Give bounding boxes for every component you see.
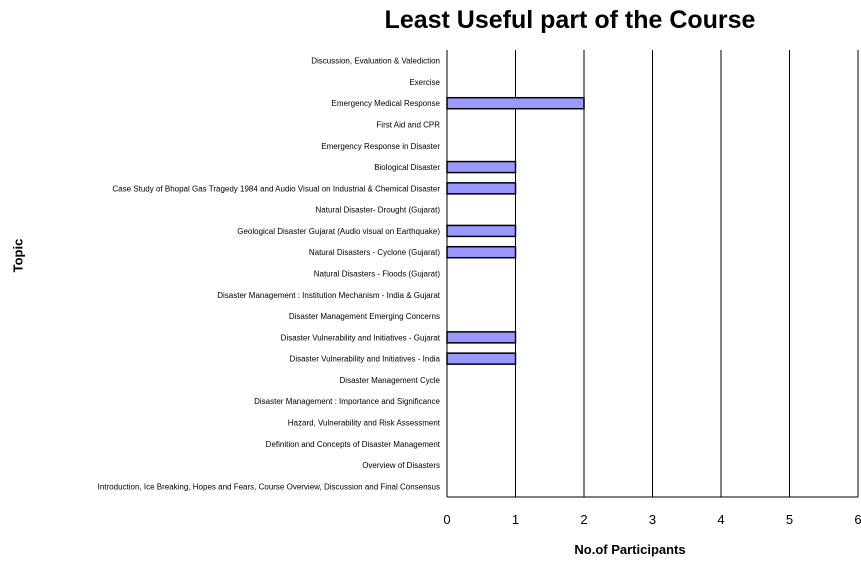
x-tick-label: 0	[443, 512, 450, 527]
category-label: Emergency Response in Disaster	[321, 142, 440, 151]
category-label: Disaster Vulnerability and Initiatives -…	[290, 355, 441, 364]
category-label: Disaster Management Emerging Concerns	[289, 312, 440, 321]
category-label: Overview of Disasters	[362, 461, 440, 470]
category-label: Disaster Management Cycle	[340, 376, 441, 385]
category-label: Hazard, Vulnerability and Risk Assessmen…	[288, 419, 441, 428]
x-tick-label: 2	[580, 512, 587, 527]
bar	[446, 352, 517, 365]
category-label: Natural Disasters - Floods (Gujarat)	[314, 270, 441, 279]
category-label: Disaster Management : Institution Mechan…	[217, 291, 441, 300]
category-label: Definition and Concepts of Disaster Mana…	[266, 440, 441, 449]
bar	[446, 182, 517, 195]
bar	[446, 96, 585, 110]
chart-title: Least Useful part of the Course	[384, 6, 756, 34]
category-label: Biological Disaster	[374, 163, 440, 172]
category-label: Disaster Management : Importance and Sig…	[254, 397, 440, 406]
category-label: Disaster Vulnerability and Initiatives -…	[281, 333, 441, 342]
category-label: Geological Disaster Gujarat (Audio visua…	[237, 227, 440, 236]
category-label: Case Study of Bhopal Gas Tragedy 1984 an…	[112, 184, 440, 193]
bar	[446, 224, 517, 238]
category-label: Natural Disaster- Drought (Gujarat)	[316, 206, 441, 215]
category-label: Discussion, Evaluation & Valediction	[311, 57, 440, 66]
category-label: Natural Disasters - Cyclone (Gujarat)	[309, 248, 440, 257]
bar	[446, 160, 517, 174]
x-tick-label: 4	[717, 512, 724, 527]
x-tick-label: 5	[786, 512, 793, 527]
category-label: Exercise	[409, 78, 440, 87]
category-label: Introduction, Ice Breaking, Hopes and Fe…	[98, 482, 440, 491]
bar	[446, 331, 517, 344]
category-label: First Aid and CPR	[376, 121, 440, 130]
category-label: Emergency Medical Response	[332, 99, 441, 108]
x-tick-label: 3	[649, 512, 656, 527]
x-axis-label: No.of Participants	[574, 542, 686, 557]
x-tick-label: 1	[512, 512, 519, 527]
bar	[446, 245, 517, 259]
x-tick-label: 6	[854, 512, 861, 527]
